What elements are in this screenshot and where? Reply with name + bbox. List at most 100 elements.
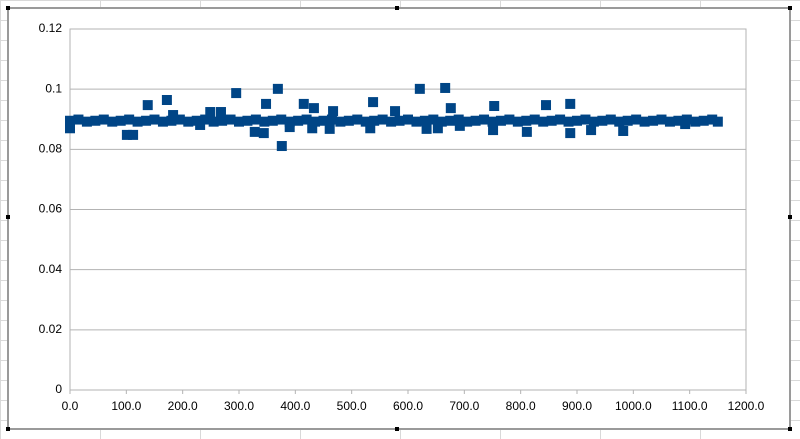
point (453, 114, 464, 125)
point (414, 83, 425, 94)
point (308, 103, 319, 114)
point (572, 115, 582, 126)
point (580, 114, 591, 125)
point (454, 120, 465, 131)
point (631, 114, 642, 125)
x-tick-label: 200.0 (168, 399, 198, 413)
point (541, 100, 552, 111)
x-tick-label: 400.0 (280, 399, 310, 413)
x-tick-label: 700.0 (449, 399, 479, 413)
point (318, 115, 329, 126)
point (81, 116, 92, 127)
point (664, 116, 675, 127)
point (259, 116, 270, 127)
point (324, 123, 335, 134)
point (90, 115, 101, 126)
point (673, 115, 684, 126)
point (428, 114, 439, 125)
handle (6, 6, 10, 10)
point (462, 116, 473, 127)
point (249, 126, 260, 137)
point (411, 116, 422, 127)
point (605, 114, 616, 125)
handle (395, 6, 399, 10)
point (261, 98, 272, 109)
point (215, 107, 226, 118)
point (166, 115, 177, 126)
point (639, 116, 650, 127)
point (65, 115, 75, 126)
point (365, 123, 376, 134)
point (183, 116, 194, 127)
handle (788, 6, 792, 10)
point (328, 106, 339, 117)
point (208, 116, 219, 127)
x-tick-label: 100.0 (111, 399, 141, 413)
point (487, 116, 498, 127)
point (267, 115, 278, 126)
point (284, 122, 295, 133)
point (343, 115, 354, 126)
y-tick-label: 0.08 (39, 142, 63, 156)
point (618, 125, 629, 136)
point (298, 98, 309, 109)
point (586, 125, 597, 136)
point (680, 119, 691, 130)
point (276, 114, 287, 125)
point (377, 114, 388, 125)
point (445, 115, 456, 126)
point (597, 115, 608, 126)
x-tick-label: 1100.0 (672, 399, 708, 413)
point (546, 115, 557, 126)
handle (788, 215, 792, 219)
point (115, 115, 126, 126)
handle (788, 427, 792, 431)
handle (6, 427, 10, 431)
point (141, 115, 152, 126)
point (217, 115, 228, 126)
x-tick-label: 1200.0 (728, 399, 765, 413)
point (648, 115, 659, 126)
point (440, 82, 451, 93)
x-tick-label: 1000.0 (615, 399, 652, 413)
point (161, 94, 172, 105)
point (335, 116, 346, 127)
y-tick-label: 0.1 (45, 81, 62, 95)
point (479, 114, 490, 125)
point (369, 115, 380, 126)
point (563, 116, 574, 127)
point (488, 125, 499, 136)
handle (6, 215, 10, 219)
point (258, 128, 269, 139)
point (307, 123, 318, 134)
y-tick-label: 0.12 (39, 21, 63, 35)
point (512, 116, 523, 127)
point (707, 114, 718, 125)
point (495, 115, 506, 126)
point (242, 115, 253, 126)
point (124, 114, 135, 125)
point (622, 115, 633, 126)
point (529, 114, 540, 125)
point (445, 103, 456, 114)
point (231, 88, 242, 99)
point (200, 114, 211, 125)
point (276, 141, 287, 152)
point (225, 114, 236, 125)
point (157, 116, 168, 127)
point (98, 114, 109, 125)
point (712, 116, 723, 127)
point (588, 116, 599, 127)
point (234, 116, 244, 127)
point (538, 116, 549, 127)
handle (395, 427, 399, 431)
point (73, 114, 84, 125)
point (352, 114, 363, 125)
y-tick-label: 0 (55, 382, 62, 396)
point (149, 114, 160, 125)
point (310, 116, 321, 127)
point (521, 126, 532, 137)
point (521, 115, 532, 126)
point (436, 116, 447, 127)
